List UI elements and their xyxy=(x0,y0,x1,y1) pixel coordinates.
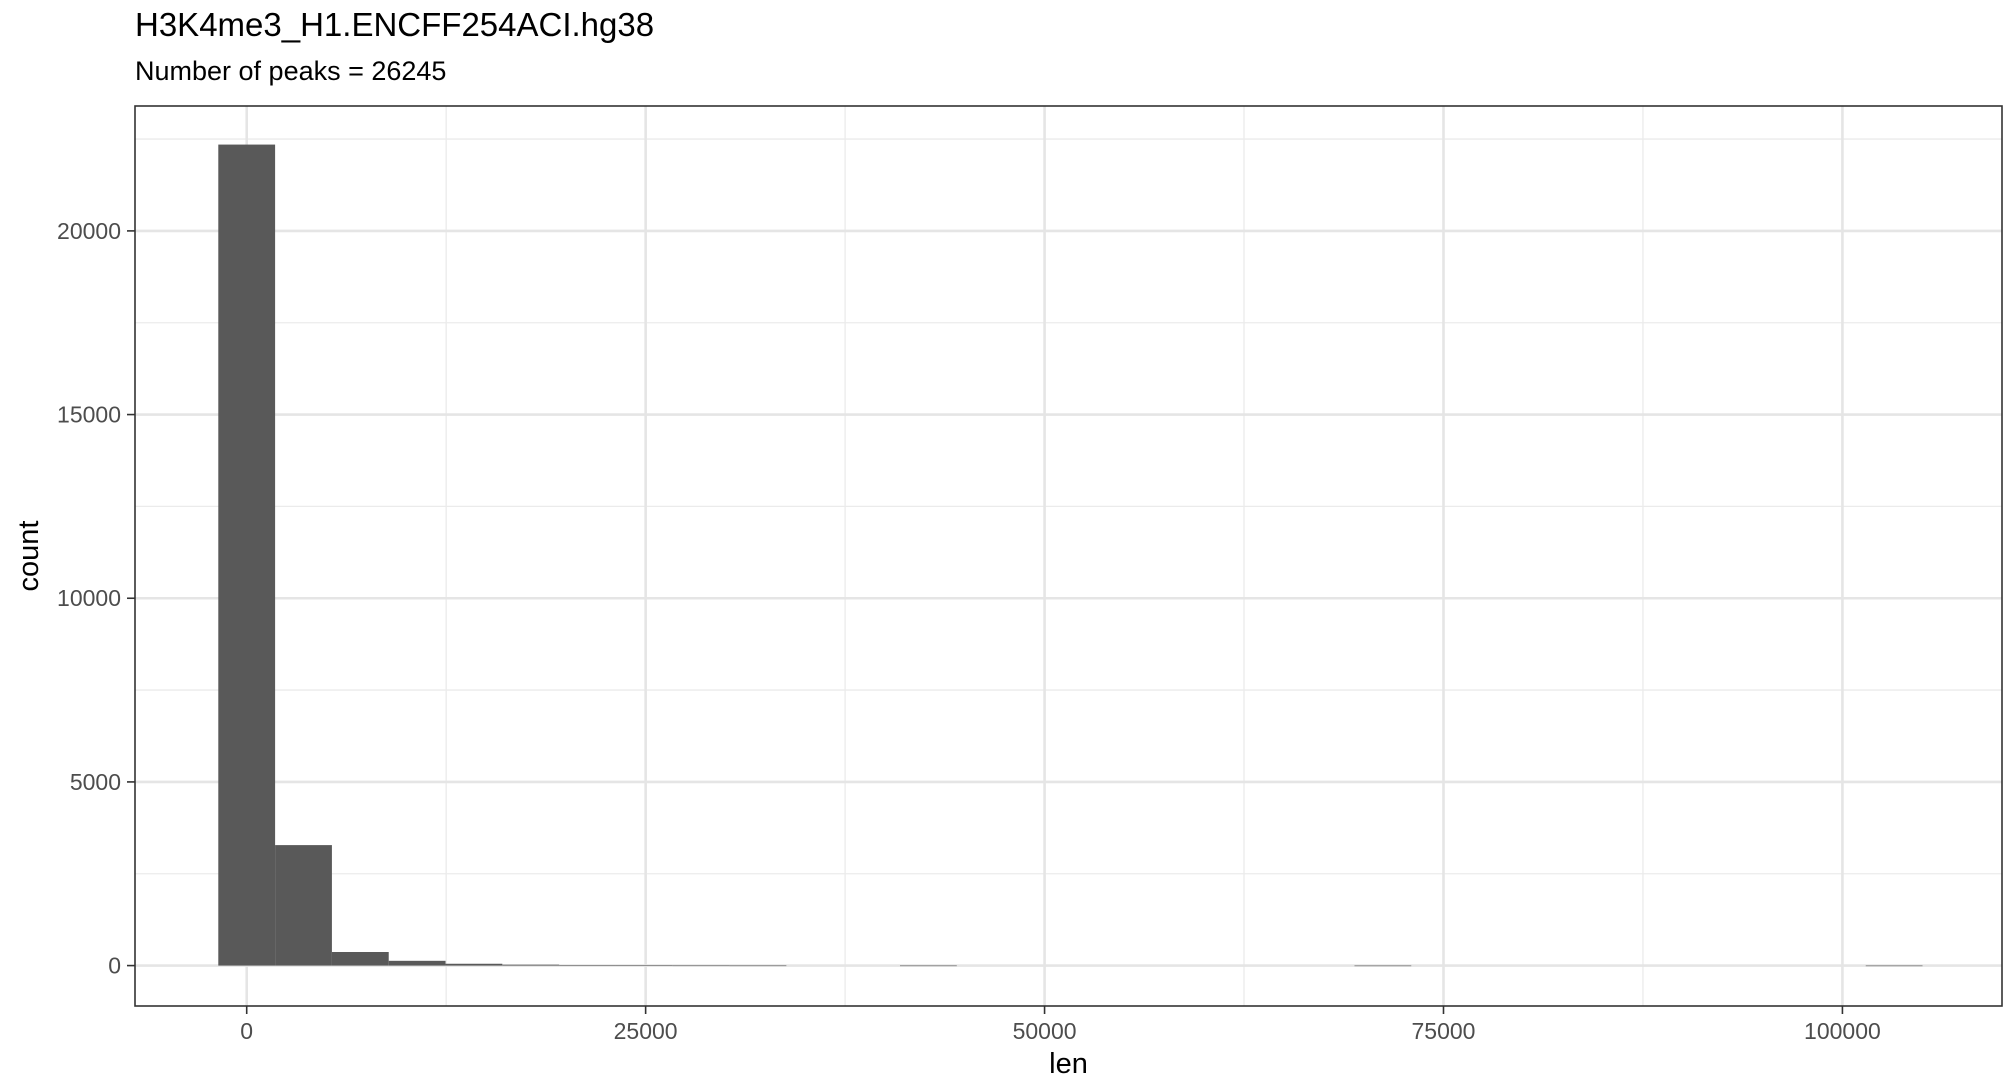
histogram-bar xyxy=(445,963,503,966)
y-tick-label: 10000 xyxy=(57,585,121,611)
x-tick-label: 25000 xyxy=(614,1018,678,1044)
x-tick-label: 75000 xyxy=(1412,1018,1476,1044)
histogram-bar xyxy=(218,144,276,966)
x-tick-label: 100000 xyxy=(1804,1018,1881,1044)
histogram-bar xyxy=(275,845,332,966)
y-tick-label: 20000 xyxy=(57,218,121,244)
x-tick-label: 0 xyxy=(240,1018,253,1044)
y-tick-label: 0 xyxy=(108,953,121,979)
y-tick-label: 5000 xyxy=(70,769,121,795)
x-axis: 0 25000 50000 75000 100000 xyxy=(240,1006,1881,1044)
histogram-bar xyxy=(1354,965,1412,967)
y-axis: 0 5000 10000 15000 20000 xyxy=(57,218,135,979)
histogram-bars xyxy=(218,144,1923,967)
grid-lines xyxy=(135,106,2002,1006)
x-tick-label: 50000 xyxy=(1013,1018,1077,1044)
chart-title: H3K4me3_H1.ENCFF254ACI.hg38 xyxy=(135,6,655,43)
histogram-bar xyxy=(388,960,446,966)
histogram-bar xyxy=(729,965,787,967)
chart-subtitle: Number of peaks = 26245 xyxy=(135,56,447,86)
histogram-bar xyxy=(502,964,560,966)
y-axis-title: count xyxy=(13,521,45,592)
histogram-bar xyxy=(615,965,673,966)
x-axis-title: len xyxy=(1049,1048,1088,1080)
histogram-bar xyxy=(672,965,730,967)
histogram-bar xyxy=(559,965,616,966)
histogram-bar xyxy=(331,952,389,966)
y-tick-label: 15000 xyxy=(57,402,121,428)
histogram-bar xyxy=(899,965,957,967)
plot-panel-border xyxy=(134,105,2003,1007)
histogram-bar xyxy=(1865,965,1923,967)
